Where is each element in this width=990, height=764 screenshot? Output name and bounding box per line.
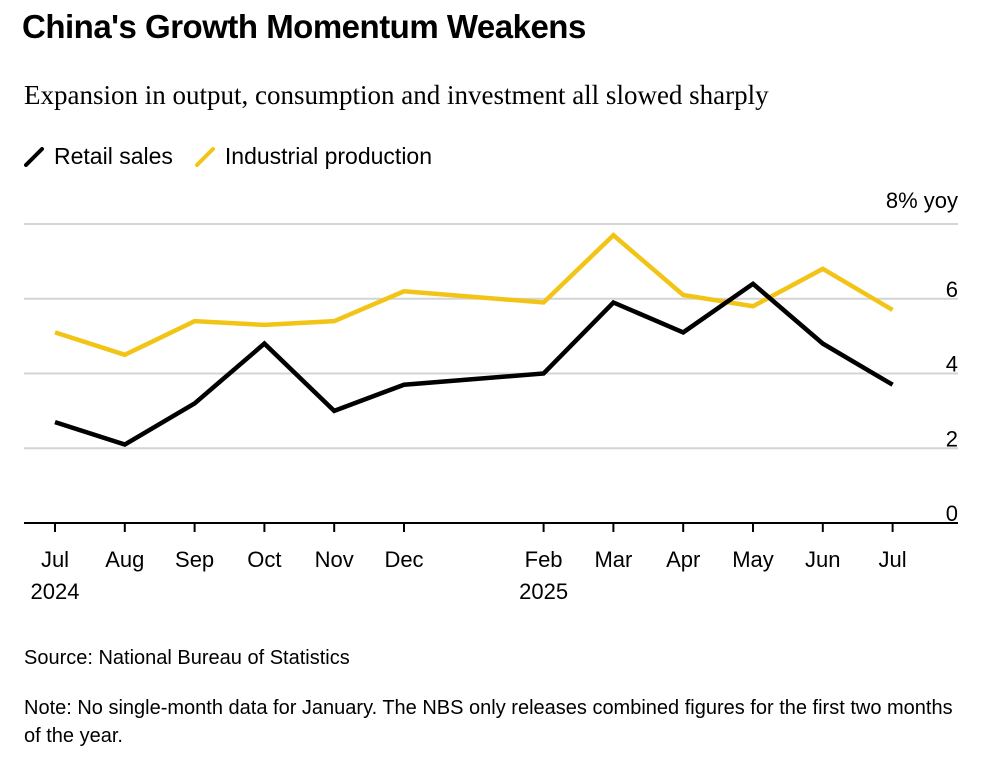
- y-axis-unit-label: 8% yoy: [886, 188, 958, 213]
- x-year-label-2024: 2024: [31, 579, 80, 604]
- x-tick-label-2025-04: Apr: [666, 547, 700, 572]
- legend-swatch-retail-sales-icon: [24, 146, 44, 167]
- y-tick-label-2: 2: [946, 426, 958, 451]
- footnote: Note: No single-month data for January. …: [24, 697, 953, 747]
- legend-swatch-industrial-production-icon: [194, 146, 215, 167]
- y-tick-label-6: 6: [946, 277, 958, 302]
- series-line-retail-sales: [54, 280, 894, 447]
- x-tick-label-2025-02: Feb: [525, 547, 563, 572]
- y-tick-label-4: 4: [946, 352, 958, 377]
- legend-label-industrial-production: Industrial production: [224, 143, 433, 169]
- x-tick-label-2025-05: May: [732, 547, 774, 572]
- legend-item-retail-sales: Retail sales: [24, 143, 173, 170]
- line-chart: 0 2 4 6 8% yoy Jul Aug Sep Oct Nov Dec Feb Mar Apr May…: [24, 188, 958, 604]
- legend-item-industrial-production: Industrial production: [194, 143, 433, 170]
- x-tick-label-2025-07: Jul: [879, 547, 907, 572]
- chart-subtitle: Expansion in output, consumption and inv…: [24, 80, 769, 110]
- legend: Retail sales Industrial production: [24, 143, 454, 170]
- x-tick-label-2024-09: Sep: [175, 547, 214, 572]
- y-tick-label-0: 0: [946, 501, 958, 526]
- x-year-label-2025: 2025: [519, 579, 568, 604]
- x-tick-label-2024-11: Nov: [315, 547, 354, 572]
- x-tick-label-2025-03: Mar: [594, 547, 632, 572]
- x-tick-label-2025-06: Jun: [805, 547, 840, 572]
- legend-line-retail-sales: [24, 146, 44, 167]
- chart-title: China's Growth Momentum Weakens: [22, 8, 586, 45]
- legend-line-industrial-production: [194, 146, 215, 167]
- x-tick-label-2024-07: Jul: [41, 547, 69, 572]
- legend-label-retail-sales: Retail sales: [54, 143, 173, 169]
- source-note: Source: National Bureau of Statistics: [24, 647, 350, 669]
- series-line-industrial-production: [54, 232, 894, 358]
- x-tick-label-2024-08: Aug: [105, 547, 144, 572]
- x-tick-label-2024-12: Dec: [384, 547, 423, 572]
- x-tick-label-2024-10: Oct: [247, 547, 281, 572]
